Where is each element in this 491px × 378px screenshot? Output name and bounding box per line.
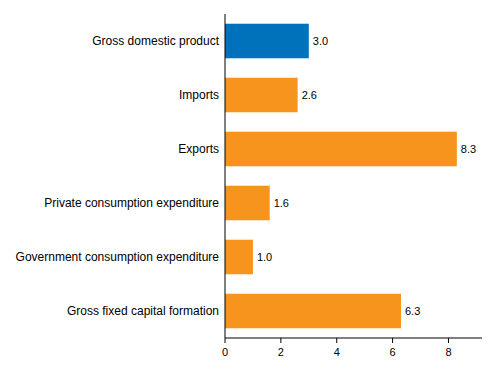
data-label: 6.3 (405, 305, 420, 317)
data-label: 2.6 (302, 89, 317, 101)
x-axis (225, 338, 482, 339)
category-label: Imports (179, 88, 219, 102)
tick-label: 4 (334, 346, 340, 358)
tick-label: 6 (390, 346, 396, 358)
tick (336, 338, 337, 343)
data-label: 1.0 (257, 251, 272, 263)
bar (225, 24, 309, 59)
tick-label: 2 (278, 346, 284, 358)
tick (225, 338, 226, 343)
category-label: Private consumption expenditure (44, 196, 219, 210)
category-label: Gross fixed capital formation (67, 304, 219, 318)
tick (392, 338, 393, 343)
tick (280, 338, 281, 343)
bars (225, 24, 457, 329)
bar (225, 132, 457, 167)
bar (225, 78, 298, 113)
data-label: 3.0 (313, 35, 328, 47)
category-label: Gross domestic product (92, 34, 219, 48)
bar (225, 294, 401, 329)
y-axis (225, 14, 226, 338)
category-label: Government consumption expenditure (16, 250, 220, 264)
tick-label: 8 (445, 346, 451, 358)
category-label: Exports (178, 142, 219, 156)
bar (225, 186, 270, 221)
chart: Gross domestic product 3.0 Imports 2.6 Expor… (0, 0, 491, 378)
data-label: 1.6 (274, 197, 289, 209)
bar (225, 240, 253, 275)
tick (448, 338, 449, 343)
tick-label: 0 (222, 346, 228, 358)
data-label: 8.3 (461, 143, 476, 155)
